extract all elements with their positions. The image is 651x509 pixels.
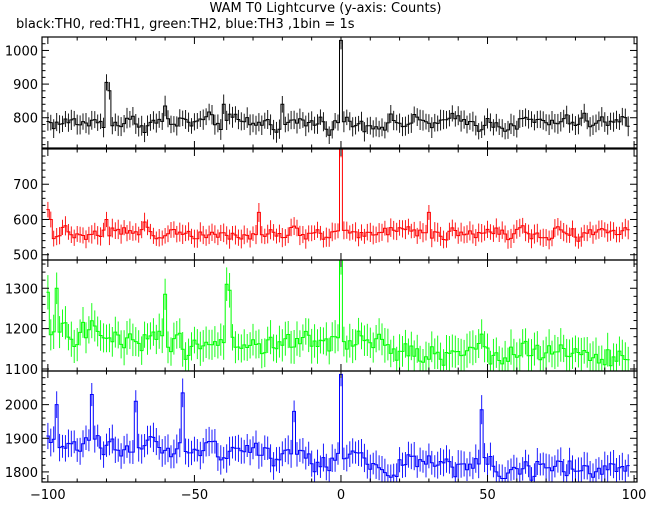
y-tick-label: 1900 (5, 432, 38, 447)
chart-title: WAM T0 Lightcurve (y-axis: Counts) (209, 1, 442, 16)
y-tick-label: 1000 (5, 44, 38, 59)
y-tick-label: 1300 (5, 282, 38, 297)
panel-frame (41, 36, 638, 149)
x-tick-label: 50 (479, 488, 496, 503)
y-tick-label: 1100 (5, 363, 38, 378)
y-tick-label: 700 (13, 178, 38, 193)
panel-frame (41, 370, 638, 483)
panel-th0: 800 900 1000 (5, 36, 638, 149)
x-tick-label: 0 (337, 488, 345, 503)
x-tick-label: −100 (30, 488, 66, 503)
panel-th3: 1800 1900 2000 (5, 370, 638, 483)
y-tick-label: 800 (13, 112, 38, 127)
y-tick-label: 600 (13, 213, 38, 228)
y-tick-label: 1800 (5, 466, 38, 481)
chart-subtitle: black:TH0, red:TH1, green:TH2, blue:TH3 … (16, 17, 355, 32)
y-tick-label: 500 (13, 249, 38, 264)
panel-th2: 1100 1200 1300 (5, 259, 638, 378)
series-th2 (46, 260, 630, 371)
x-tick-label: 100 (622, 488, 647, 503)
x-tick-label: −50 (181, 488, 208, 503)
y-tick-label: 900 (13, 78, 38, 93)
series-th0 (46, 37, 630, 144)
series-th1 (46, 149, 630, 250)
series-th3 (46, 371, 630, 482)
y-tick-label: 2000 (5, 399, 38, 414)
panel-th1: 500 600 700 (13, 148, 638, 264)
y-tick-label: 1200 (5, 323, 38, 338)
